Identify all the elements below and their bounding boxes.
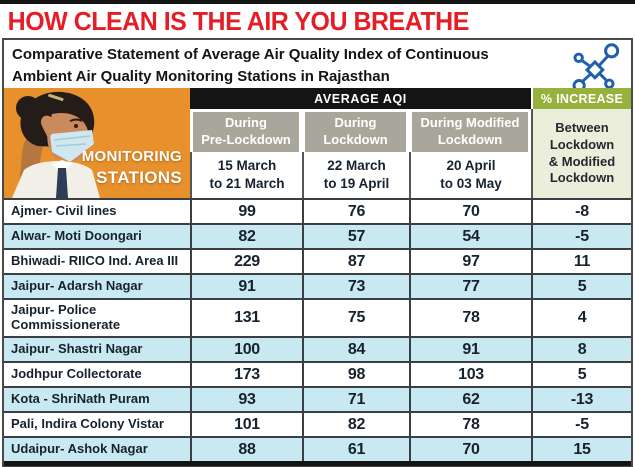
infographic-panel: Comparative Statement of Average Air Qua…	[2, 38, 633, 467]
aqi-modified-lockdown-value: 70	[409, 438, 531, 461]
molecule-icon	[572, 43, 620, 93]
page-title: HOW CLEAN IS THE AIR YOU BREATHE	[7, 6, 470, 36]
aqi-lockdown-value: 73	[302, 275, 409, 298]
aqi-lockdown-value: 82	[302, 413, 409, 436]
aqi-lockdown-value: 61	[302, 438, 409, 461]
percent-increase-header: % INCREASE	[531, 88, 631, 109]
aqi-lockdown-value: 84	[302, 338, 409, 361]
average-aqi-group-header: AVERAGE AQI	[190, 88, 531, 109]
aqi-modified-lockdown-value: 91	[409, 338, 531, 361]
station-name: Jodhpur Collectorate	[11, 366, 142, 382]
aqi-modified-lockdown-value: 54	[409, 225, 531, 248]
increase-description-cell: Between Lockdown & Modified Lockdown	[531, 109, 631, 198]
percent-increase-value: 4	[531, 300, 631, 336]
percent-increase-value: 11	[531, 250, 631, 273]
aqi-pre-lockdown-value: 229	[190, 250, 302, 273]
table-row: Jodhpur Collectorate 173 98 103 5	[4, 361, 631, 386]
station-name: Alwar- Moti Doongari	[11, 228, 142, 244]
table-header: MONITORING STATIONS AVERAGE AQI % INCREA…	[4, 88, 631, 198]
aqi-modified-lockdown-value: 62	[409, 388, 531, 411]
station-name: Jaipur- Shastri Nagar	[11, 341, 143, 357]
date-range-modified-lockdown: 20 April to 03 May	[409, 152, 531, 198]
aqi-pre-lockdown-value: 173	[190, 363, 302, 386]
aqi-lockdown-value: 76	[302, 200, 409, 223]
aqi-modified-lockdown-value: 97	[409, 250, 531, 273]
station-name: Bhiwadi- RIICO Ind. Area III	[11, 253, 179, 269]
column-header-pre-lockdown: During Pre-Lockdown	[193, 112, 299, 152]
aqi-modified-lockdown-value: 103	[409, 363, 531, 386]
aqi-pre-lockdown-value: 91	[190, 275, 302, 298]
percent-increase-value: -5	[531, 225, 631, 248]
aqi-modified-lockdown-value: 78	[409, 413, 531, 436]
aqi-pre-lockdown-value: 101	[190, 413, 302, 436]
aqi-pre-lockdown-value: 100	[190, 338, 302, 361]
percent-increase-value: 5	[531, 275, 631, 298]
table-row: Kota - ShriNath Puram 93 71 62 -13	[4, 386, 631, 411]
subtitle-line-1: Comparative Statement of Average Air Qua…	[12, 46, 489, 63]
aqi-pre-lockdown-value: 131	[190, 300, 302, 336]
table-row: Jaipur- Police Commissionerate 131 75 78…	[4, 298, 631, 336]
table-row: Bhiwadi- RIICO Ind. Area III 229 87 97 1…	[4, 248, 631, 273]
percent-increase-value: 8	[531, 338, 631, 361]
column-header-modified-lockdown: During Modified Lockdown	[412, 112, 528, 152]
date-range-lockdown: 22 March to 19 April	[302, 152, 409, 198]
aqi-pre-lockdown-value: 82	[190, 225, 302, 248]
station-name: Kota - ShriNath Puram	[11, 391, 150, 407]
subtitle-strip: Comparative Statement of Average Air Qua…	[4, 40, 631, 93]
aqi-lockdown-value: 98	[302, 363, 409, 386]
subtitle-line-2: Ambient Air Quality Monitoring Stations …	[12, 67, 390, 85]
percent-increase-value: -8	[531, 200, 631, 223]
table-row: Udaipur- Ashok Nagar 88 61 70 15	[4, 436, 631, 461]
aqi-pre-lockdown-value: 99	[190, 200, 302, 223]
aqi-pre-lockdown-value: 88	[190, 438, 302, 461]
aqi-pre-lockdown-value: 93	[190, 388, 302, 411]
percent-increase-value: -5	[531, 413, 631, 436]
aqi-lockdown-value: 71	[302, 388, 409, 411]
subtitle: Comparative Statement of Average Air Qua…	[4, 40, 549, 88]
station-name: Jaipur- Adarsh Nagar	[11, 278, 143, 294]
column-header-lockdown: During Lockdown	[305, 112, 406, 152]
date-range-pre-lockdown: 15 March to 21 March	[190, 152, 302, 198]
top-rule	[0, 0, 635, 4]
station-name: Jaipur- Police Commissionerate	[11, 302, 121, 332]
table-row: Ajmer- Civil lines 99 76 70 -8	[4, 198, 631, 223]
station-name: Ajmer- Civil lines	[11, 203, 117, 219]
aqi-lockdown-value: 75	[302, 300, 409, 336]
aqi-modified-lockdown-value: 70	[409, 200, 531, 223]
aqi-lockdown-value: 57	[302, 225, 409, 248]
bottom-rule	[4, 461, 631, 466]
percent-increase-value: 5	[531, 363, 631, 386]
table-row: Pali, Indira Colony Vistar 101 82 78 -5	[4, 411, 631, 436]
table-row: Jaipur- Shastri Nagar 100 84 91 8	[4, 336, 631, 361]
monitoring-stations-label: MONITORING STATIONS	[81, 148, 182, 187]
monitoring-stations-header-cell: MONITORING STATIONS	[4, 88, 190, 198]
table-row: Jaipur- Adarsh Nagar 91 73 77 5	[4, 273, 631, 298]
aqi-modified-lockdown-value: 78	[409, 300, 531, 336]
percent-increase-value: 15	[531, 438, 631, 461]
percent-increase-value: -13	[531, 388, 631, 411]
aqi-modified-lockdown-value: 77	[409, 275, 531, 298]
girl-wearing-face-mask-photo	[4, 88, 130, 198]
aqi-lockdown-value: 87	[302, 250, 409, 273]
station-name: Pali, Indira Colony Vistar	[11, 416, 164, 432]
table-row: Alwar- Moti Doongari 82 57 54 -5	[4, 223, 631, 248]
table-body: Ajmer- Civil lines 99 76 70 -8 Alwar- Mo…	[4, 198, 631, 461]
station-name: Udaipur- Ashok Nagar	[11, 441, 148, 457]
